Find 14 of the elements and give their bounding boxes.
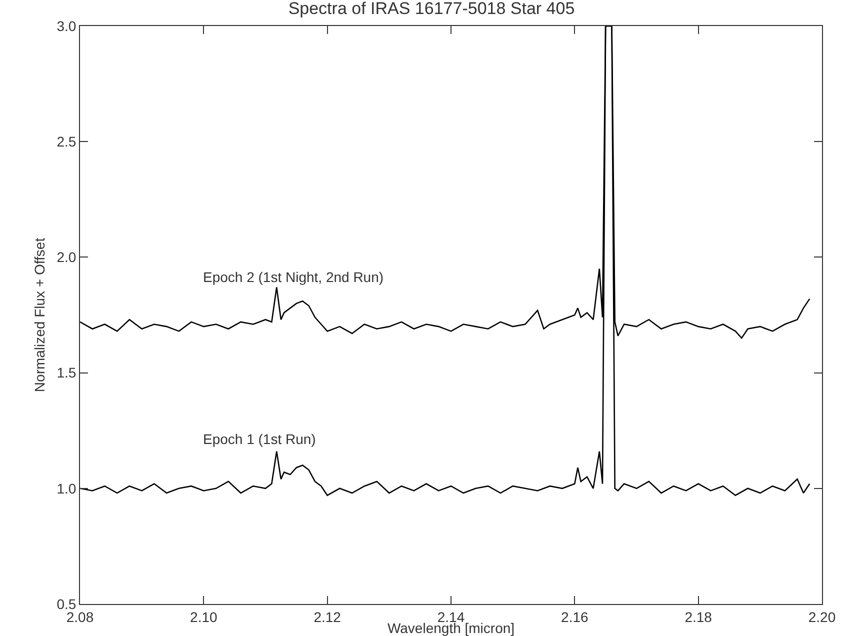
series-label: Epoch 2 (1st Night, 2nd Run) (203, 269, 384, 285)
series-label: Epoch 1 (1st Run) (203, 431, 316, 447)
x-tick-label: 2.16 (561, 608, 589, 625)
x-tick-label: 2.20 (808, 608, 836, 625)
y-axis-title: Normalized Flux + Offset (31, 238, 48, 392)
y-tick-label: 1.0 (56, 480, 76, 496)
chart-title: Spectra of IRAS 16177-5018 Star 405 (288, 0, 575, 18)
y-tick-label: 2.5 (56, 134, 76, 150)
y-tick-label: 3.0 (56, 18, 76, 34)
x-tick-label: 2.10 (190, 608, 218, 625)
y-tick-label: 2.0 (56, 249, 76, 266)
y-tick-label: 1.5 (56, 364, 76, 381)
x-tick-label: 2.12 (314, 608, 342, 625)
x-tick-label: 2.18 (684, 608, 712, 625)
